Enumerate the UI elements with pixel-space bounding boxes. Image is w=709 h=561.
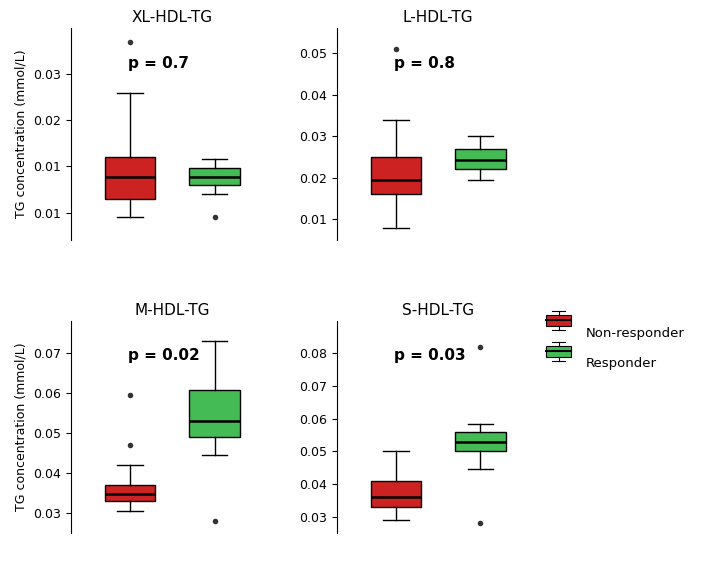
PathPatch shape bbox=[455, 432, 506, 452]
Legend: Non-responder, Responder: Non-responder, Responder bbox=[535, 315, 691, 380]
PathPatch shape bbox=[455, 149, 506, 169]
Text: p = 0.8: p = 0.8 bbox=[393, 56, 454, 71]
Title: S-HDL-TG: S-HDL-TG bbox=[402, 304, 474, 318]
PathPatch shape bbox=[371, 157, 421, 195]
Y-axis label: TG concentration (mmol/L): TG concentration (mmol/L) bbox=[15, 343, 28, 511]
PathPatch shape bbox=[371, 481, 421, 507]
Text: p = 0.7: p = 0.7 bbox=[128, 56, 189, 71]
Title: L-HDL-TG: L-HDL-TG bbox=[403, 11, 474, 25]
Title: XL-HDL-TG: XL-HDL-TG bbox=[132, 11, 213, 25]
Y-axis label: TG concentration (mmol/L): TG concentration (mmol/L) bbox=[15, 50, 28, 218]
PathPatch shape bbox=[105, 485, 155, 501]
PathPatch shape bbox=[105, 157, 155, 199]
Text: p = 0.02: p = 0.02 bbox=[128, 348, 199, 364]
Text: p = 0.03: p = 0.03 bbox=[393, 348, 465, 364]
Title: M-HDL-TG: M-HDL-TG bbox=[135, 304, 210, 318]
PathPatch shape bbox=[189, 390, 240, 437]
PathPatch shape bbox=[189, 168, 240, 185]
